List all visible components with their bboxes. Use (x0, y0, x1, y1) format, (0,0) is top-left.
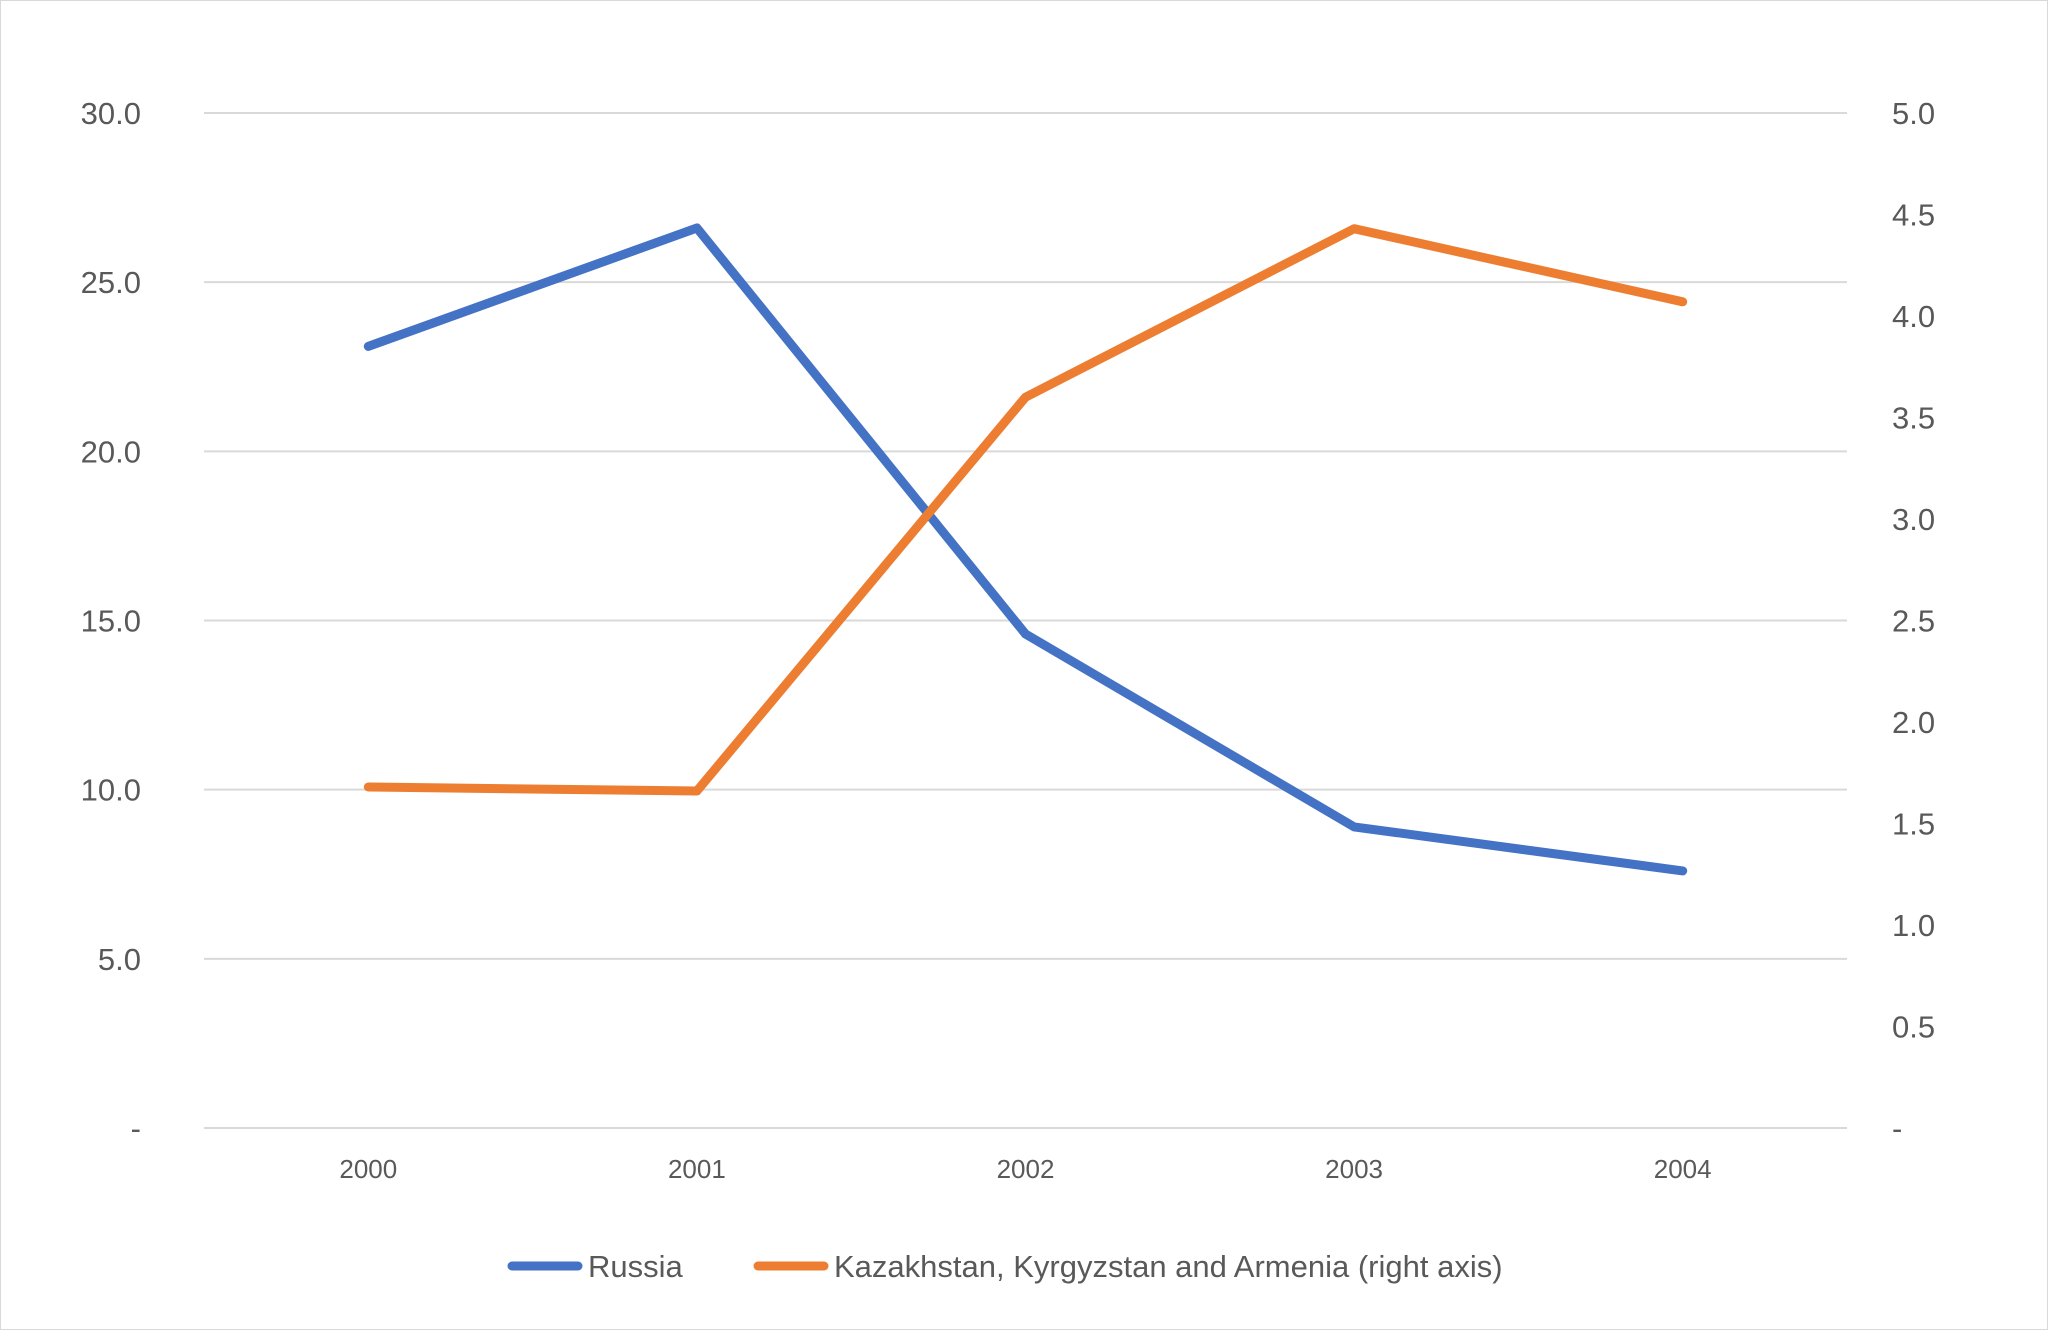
right-tick-label: - (1892, 1111, 1902, 1146)
right-tick-label: 4.0 (1892, 299, 1935, 334)
x-tick-label: 2003 (1325, 1154, 1383, 1184)
left-tick-label: 5.0 (98, 942, 141, 977)
right-tick-label: 3.5 (1892, 401, 1935, 436)
right-tick-label: 4.5 (1892, 198, 1935, 233)
series-lines (363, 223, 1688, 876)
left-tick-label: 10.0 (81, 773, 141, 808)
right-tick-label: 3.0 (1892, 502, 1935, 537)
x-tick-label: 2004 (1654, 1154, 1712, 1184)
left-tick-label: 25.0 (81, 265, 141, 300)
legend: Russia Kazakhstan, Kyrgyzstan and Armenia… (507, 1249, 1503, 1284)
left-tick-label: 15.0 (81, 604, 141, 639)
right-tick-label: 2.0 (1892, 705, 1935, 740)
x-tick-label: 2002 (997, 1154, 1055, 1184)
series-line-left (363, 223, 1688, 876)
x-axis: 2000 2001 2002 2003 2004 (339, 1154, 1711, 1184)
right-axis: - 0.5 1.0 1.5 2.0 2.5 3.0 3.5 4.0 4.5 5.0 (1892, 96, 1935, 1146)
legend-label: Kazakhstan, Kyrgyzstan and Armenia (righ… (834, 1249, 1503, 1284)
right-tick-label: 1.5 (1892, 807, 1935, 842)
series-line-right (363, 224, 1688, 796)
left-tick-label: - (131, 1111, 141, 1146)
left-tick-label: 30.0 (81, 96, 141, 131)
x-tick-label: 2000 (339, 1154, 397, 1184)
right-tick-label: 2.5 (1892, 604, 1935, 639)
gridlines (204, 112, 1847, 1129)
right-tick-label: 0.5 (1892, 1010, 1935, 1045)
legend-label: Russia (588, 1249, 684, 1284)
left-axis: - 5.0 10.0 15.0 20.0 25.0 30.0 (81, 96, 141, 1146)
right-tick-label: 1.0 (1892, 908, 1935, 943)
right-tick-label: 5.0 (1892, 96, 1935, 131)
x-tick-label: 2001 (668, 1154, 726, 1184)
left-tick-label: 20.0 (81, 434, 141, 469)
